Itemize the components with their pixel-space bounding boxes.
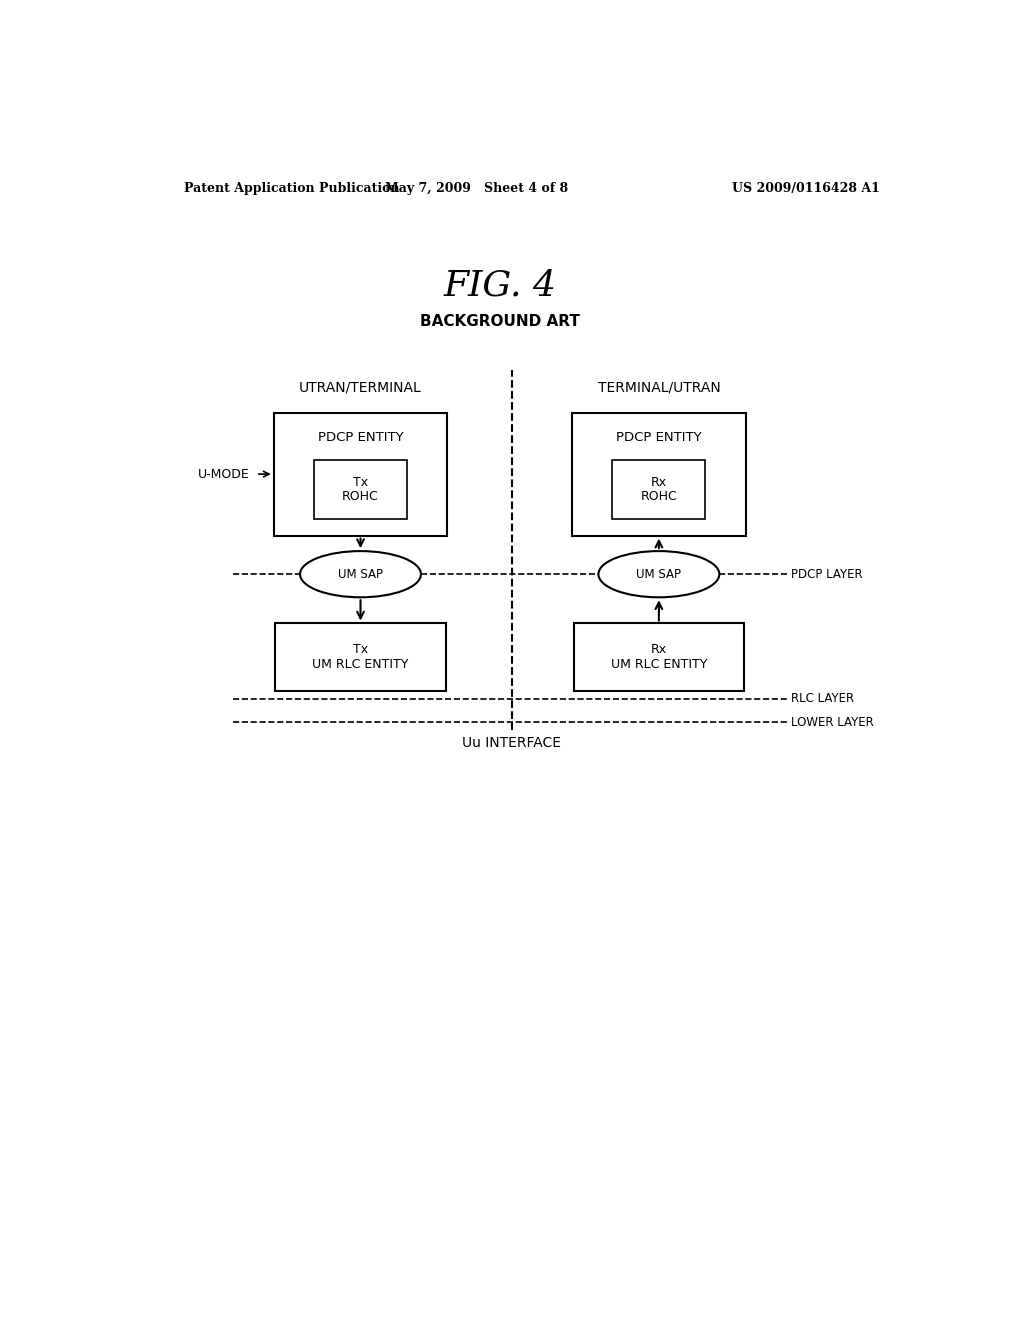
FancyBboxPatch shape	[572, 413, 745, 536]
Text: Uu INTERFACE: Uu INTERFACE	[462, 737, 561, 750]
Ellipse shape	[300, 552, 421, 597]
Text: US 2009/0116428 A1: US 2009/0116428 A1	[732, 182, 881, 194]
Text: BACKGROUND ART: BACKGROUND ART	[420, 314, 580, 329]
Text: LOWER LAYER: LOWER LAYER	[791, 715, 873, 729]
Text: TERMINAL/UTRAN: TERMINAL/UTRAN	[597, 381, 720, 395]
Text: May 7, 2009   Sheet 4 of 8: May 7, 2009 Sheet 4 of 8	[385, 182, 568, 194]
Text: UTRAN/TERMINAL: UTRAN/TERMINAL	[299, 381, 422, 395]
FancyBboxPatch shape	[573, 623, 744, 692]
Text: Patent Application Publication: Patent Application Publication	[183, 182, 399, 194]
Text: PDCP ENTITY: PDCP ENTITY	[317, 432, 403, 445]
Text: PDCP LAYER: PDCP LAYER	[791, 568, 862, 581]
Text: Tx
UM RLC ENTITY: Tx UM RLC ENTITY	[312, 643, 409, 672]
FancyBboxPatch shape	[273, 413, 447, 536]
FancyBboxPatch shape	[314, 461, 407, 519]
Text: Rx
UM RLC ENTITY: Rx UM RLC ENTITY	[610, 643, 707, 672]
Text: Rx
ROHC: Rx ROHC	[640, 475, 677, 503]
Text: U-MODE: U-MODE	[198, 467, 250, 480]
FancyBboxPatch shape	[612, 461, 706, 519]
Text: Tx
ROHC: Tx ROHC	[342, 475, 379, 503]
Text: FIG. 4: FIG. 4	[443, 268, 556, 302]
Text: RLC LAYER: RLC LAYER	[791, 693, 854, 705]
Text: UM SAP: UM SAP	[338, 568, 383, 581]
FancyBboxPatch shape	[275, 623, 445, 692]
Text: PDCP ENTITY: PDCP ENTITY	[616, 432, 701, 445]
Text: UM SAP: UM SAP	[636, 568, 681, 581]
Ellipse shape	[598, 552, 719, 597]
